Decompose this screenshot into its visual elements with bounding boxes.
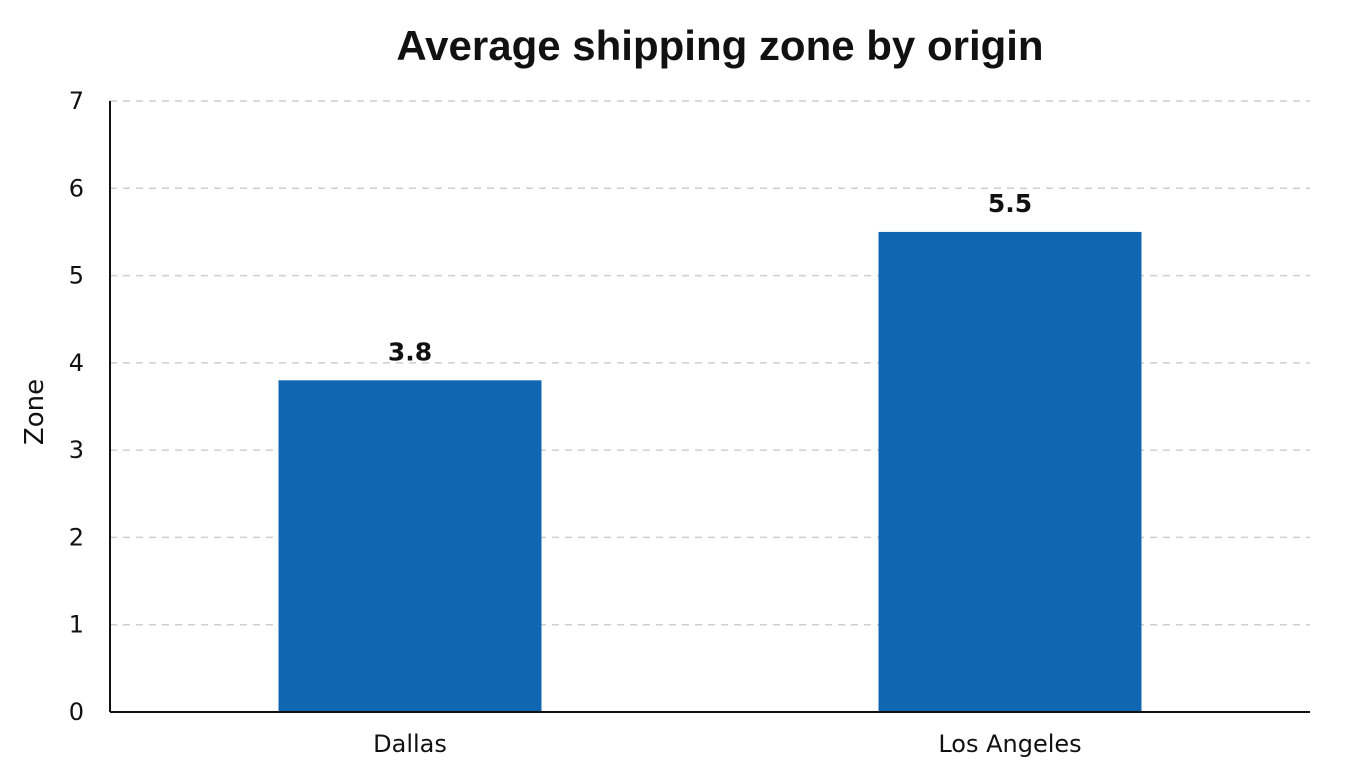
bar-los-angeles (878, 231, 1142, 712)
y-tick-label-1: 1 (69, 611, 84, 639)
chart-title: Average shipping zone by origin (396, 22, 1043, 69)
data-label-los-angeles: 5.5 (988, 189, 1032, 218)
data-labels: 3.8 5.5 (388, 189, 1032, 366)
y-axis-ticks: 0 1 2 3 4 5 6 7 (69, 87, 84, 726)
y-axis-title: Zone (20, 379, 50, 445)
y-tick-label-0: 0 (69, 698, 84, 726)
y-tick-label-2: 2 (69, 523, 84, 551)
x-tick-label-dallas: Dallas (373, 730, 447, 758)
y-tick-label-5: 5 (69, 262, 84, 290)
x-tick-label-los-angeles: Los Angeles (938, 730, 1081, 758)
bar-dallas (278, 380, 542, 712)
y-tick-label-7: 7 (69, 87, 84, 115)
data-label-dallas: 3.8 (388, 337, 432, 366)
y-tick-label-4: 4 (69, 349, 84, 377)
x-axis-ticks: Dallas Los Angeles (373, 730, 1082, 758)
bars (278, 231, 1142, 712)
y-tick-label-6: 6 (69, 174, 84, 202)
y-tick-label-3: 3 (69, 436, 84, 464)
